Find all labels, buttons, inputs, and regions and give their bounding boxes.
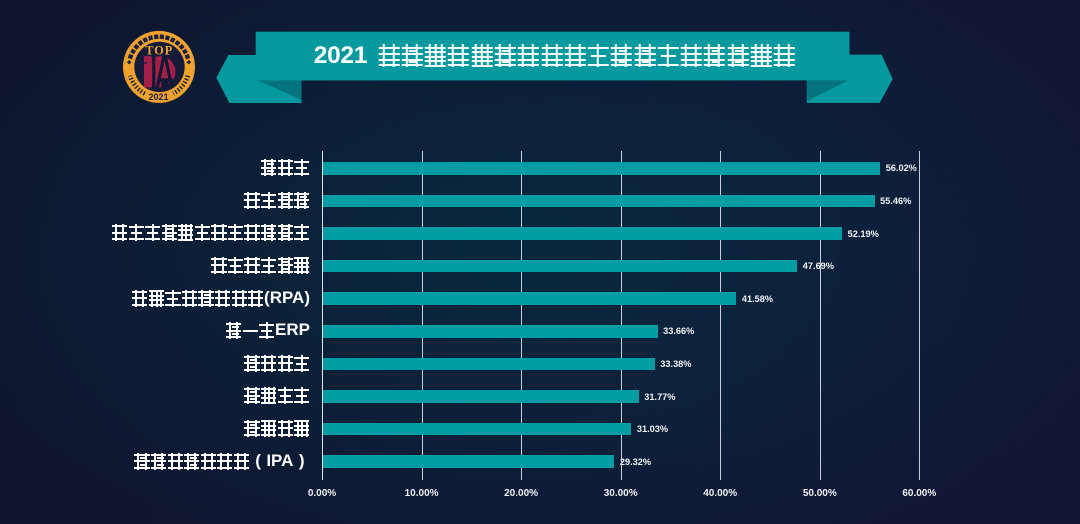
svg-text:TOP: TOP <box>145 43 173 57</box>
svg-text:2021: 2021 <box>148 92 168 102</box>
